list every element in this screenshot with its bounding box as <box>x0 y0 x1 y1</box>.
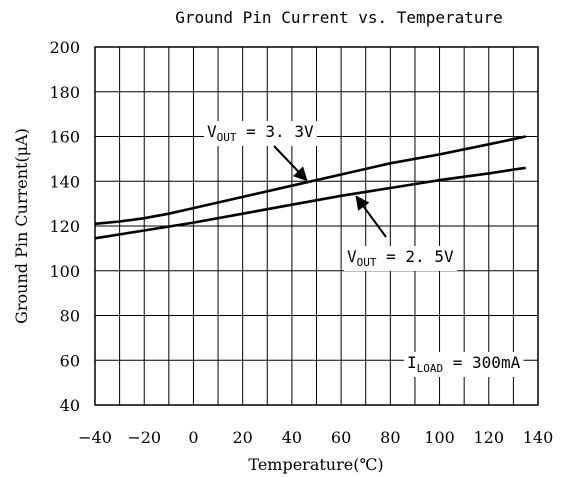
x-tick-label: 100 <box>424 428 455 447</box>
series-lines <box>94 135 526 240</box>
grid <box>95 47 538 405</box>
y-axis-label: Ground Pin Current(μA) <box>12 128 31 324</box>
y-tick-label: 100 <box>49 262 80 281</box>
series-label-1-bg <box>204 121 317 146</box>
load-annotation-bg <box>404 352 524 377</box>
x-axis-label: Temperature(℃) <box>248 455 383 474</box>
x-tick-label: 140 <box>523 428 554 447</box>
series-label-1: VOUT = 3. 3V <box>207 122 314 144</box>
y-tick-label: 160 <box>49 128 80 147</box>
x-tick-label: 80 <box>380 428 400 447</box>
x-tick-label: 40 <box>282 428 302 447</box>
x-tick-label: 20 <box>232 428 252 447</box>
x-tick-label: −40 <box>78 428 112 447</box>
load-annotation: ILOAD = 300mA <box>407 353 521 375</box>
y-tick-label: 120 <box>49 217 80 236</box>
y-tick-label: 40 <box>60 396 80 415</box>
y-tick-label: 80 <box>60 307 80 326</box>
y-tick-label: 180 <box>49 83 80 102</box>
x-tick-label: 0 <box>188 428 198 447</box>
series-line-2 <box>94 166 526 240</box>
callouts: VOUT = 3. 3V VOUT = 2. 5V ILOAD = 300mA <box>204 121 524 377</box>
y-tick-label: 140 <box>49 172 80 191</box>
x-tick-label: −20 <box>127 428 161 447</box>
series-arrow-1 <box>273 145 308 182</box>
series-line-1 <box>94 135 526 226</box>
x-tick-label: 60 <box>331 428 351 447</box>
chart-title: Ground Pin Current vs. Temperature <box>175 8 503 27</box>
tick-labels: −40 −20 0 20 40 60 80 100 120 140 40 60 80 100 120 140 1… <box>49 38 553 447</box>
series-label-2-bg <box>344 246 457 271</box>
plot-frame <box>94 46 539 406</box>
series-arrow-2 <box>355 195 387 238</box>
y-tick-label: 200 <box>49 38 80 57</box>
y-tick-label: 60 <box>60 351 80 370</box>
x-tick-label: 120 <box>474 428 505 447</box>
series-label-2: VOUT = 2. 5V <box>347 247 454 269</box>
